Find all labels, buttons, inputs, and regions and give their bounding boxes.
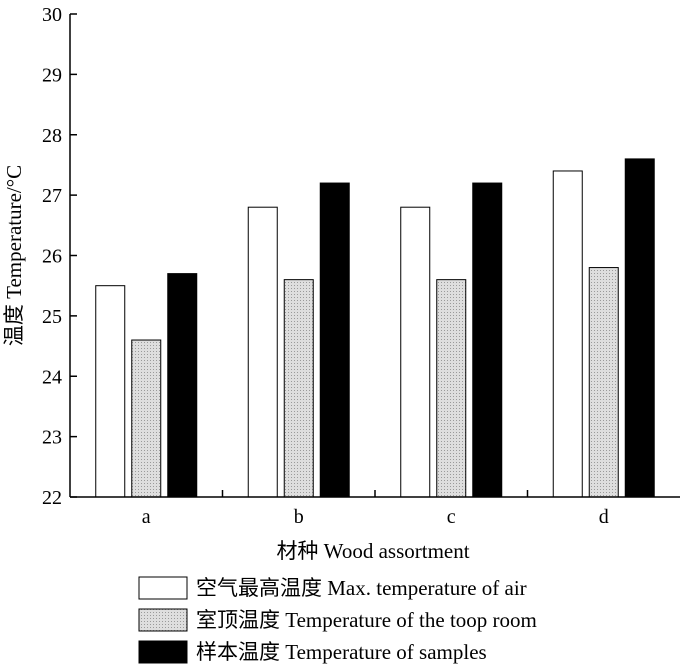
bar-d-series-2 xyxy=(588,267,619,498)
bar-a-series-3 xyxy=(167,273,198,498)
y-tick-label: 24 xyxy=(42,366,62,388)
legend-swatch-series-1 xyxy=(138,576,188,600)
legend-swatch-series-2 xyxy=(138,608,188,632)
y-axis-title: 温度 Temperature/°C xyxy=(2,165,26,346)
x-axis-ticks: a b c d xyxy=(142,490,609,528)
y-tick-label: 23 xyxy=(42,427,62,449)
bar-d-series-1 xyxy=(552,170,583,498)
y-tick-label: 30 xyxy=(42,4,62,26)
legend-label-series-1: 空气最高温度 Max. temperature of air xyxy=(196,576,527,600)
bar-a-series-2 xyxy=(131,339,162,498)
bar-b-series-3 xyxy=(319,182,350,498)
x-tick-label: a xyxy=(142,506,151,528)
bars xyxy=(95,158,655,498)
x-tick-label: b xyxy=(294,506,304,528)
y-tick-label: 22 xyxy=(42,487,62,509)
bar-a-series-1 xyxy=(95,285,126,498)
bar-c-series-1 xyxy=(400,206,431,498)
y-axis-ticks: 22 23 24 25 26 27 28 29 30 xyxy=(42,4,77,509)
bar-c-series-2 xyxy=(436,279,467,498)
legend-swatch-series-3 xyxy=(138,640,188,664)
y-tick-label: 29 xyxy=(42,64,62,86)
legend-label-series-3: 样本温度 Temperature of samples xyxy=(196,640,487,664)
x-axis-title: 材种 Wood assortment xyxy=(276,539,469,563)
legend: 空气最高温度 Max. temperature of air 室顶温度 Tempe… xyxy=(138,576,537,664)
bar-b-series-1 xyxy=(247,206,278,498)
x-tick-label: c xyxy=(447,506,456,528)
y-tick-label: 28 xyxy=(42,125,62,147)
bar-b-series-2 xyxy=(283,279,314,498)
legend-label-series-2: 室顶温度 Temperature of the toop room xyxy=(196,608,537,632)
y-tick-label: 26 xyxy=(42,246,62,268)
bar-d-series-3 xyxy=(624,158,655,498)
y-tick-label: 25 xyxy=(42,306,62,328)
y-tick-label: 27 xyxy=(42,185,62,207)
bar-c-series-3 xyxy=(472,182,503,498)
x-tick-label: d xyxy=(599,506,609,528)
